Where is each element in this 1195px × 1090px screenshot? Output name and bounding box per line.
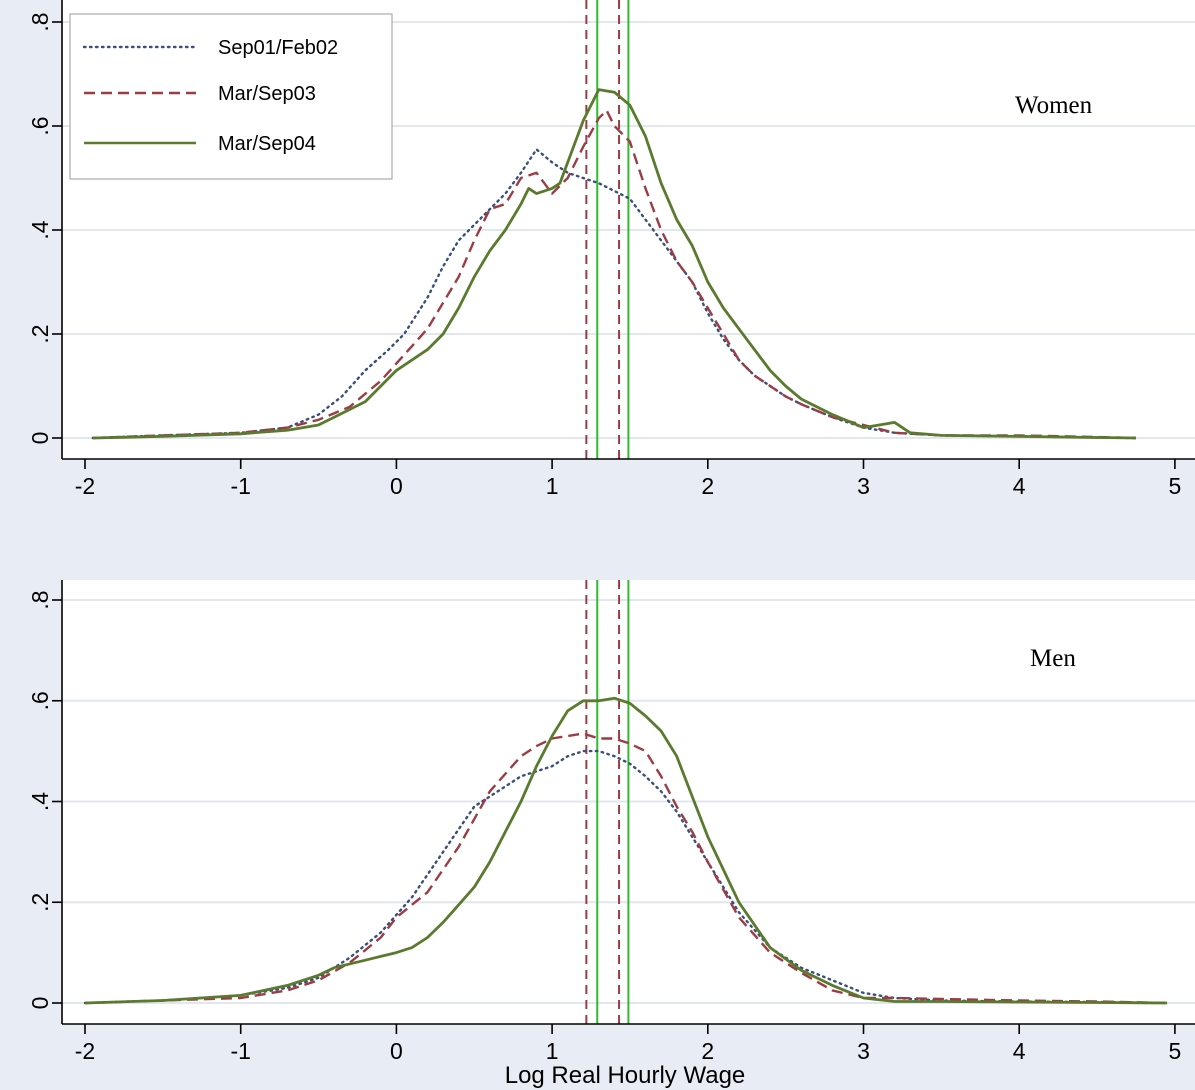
series-line-sep01-feb02 — [83, 749, 1169, 1005]
legend-label-mar-sep04: Mar/Sep04 — [218, 133, 316, 155]
x-axis-title: Log Real Hourly Wage — [505, 1062, 746, 1089]
series-line-sep01-feb02 — [91, 148, 1138, 440]
y-tick-label-0: 0 — [27, 997, 53, 1010]
x-tick-label-1: -1 — [230, 473, 250, 499]
series-line-mar-sep03 — [92, 109, 1137, 440]
legend-label-sep01-feb02: Sep01/Feb02 — [218, 37, 338, 59]
y-tick-label-3: .6 — [27, 691, 53, 710]
men-panel: 0 .2 .4 .6 .8 -2 -1 0 1 2 3 4 5 — [27, 580, 1195, 1064]
y-tick-label-4: .8 — [27, 12, 53, 31]
series-line-mar-sep03 — [84, 732, 1168, 1005]
x-tick-label-5: 3 — [857, 473, 870, 499]
y-tick-label-3: .6 — [27, 116, 53, 135]
y-tick-label-1: .2 — [27, 893, 53, 912]
y-tick-label-2: .4 — [27, 792, 53, 811]
legend: Sep01/Feb02 Mar/Sep03 Mar/Sep04 — [69, 13, 393, 180]
legend-box — [69, 13, 393, 180]
y-tick-label-4: .8 — [27, 590, 53, 609]
x-tick-label-2: 0 — [390, 1038, 403, 1064]
x-tick-label-1: -1 — [230, 1038, 250, 1064]
x-tick-label-4: 2 — [701, 1038, 714, 1064]
legend-label-mar-sep03: Mar/Sep03 — [218, 83, 316, 105]
x-tick-label-4: 2 — [701, 473, 714, 499]
y-tick-label-2: .4 — [27, 220, 53, 239]
panel-label-women: Women — [1015, 92, 1093, 119]
series-line-mar-sep04 — [92, 88, 1137, 440]
y-tick-label-0: 0 — [27, 432, 53, 445]
x-tick-label-5: 3 — [857, 1038, 870, 1064]
x-tick-label-0: -2 — [75, 1038, 95, 1064]
x-tick-label-3: 1 — [546, 1038, 559, 1064]
x-tick-label-2: 0 — [390, 473, 403, 499]
series-line-mar-sep04 — [84, 696, 1168, 1005]
panel-label-men: Men — [1030, 645, 1076, 672]
x-tick-label-0: -2 — [75, 473, 95, 499]
x-tick-label-6: 4 — [1013, 473, 1026, 499]
x-tick-label-3: 1 — [546, 473, 559, 499]
y-tick-label-1: .2 — [27, 324, 53, 343]
x-tick-label-7: 5 — [1169, 1038, 1182, 1064]
x-tick-label-6: 4 — [1013, 1038, 1026, 1064]
x-tick-label-7: 5 — [1169, 473, 1182, 499]
